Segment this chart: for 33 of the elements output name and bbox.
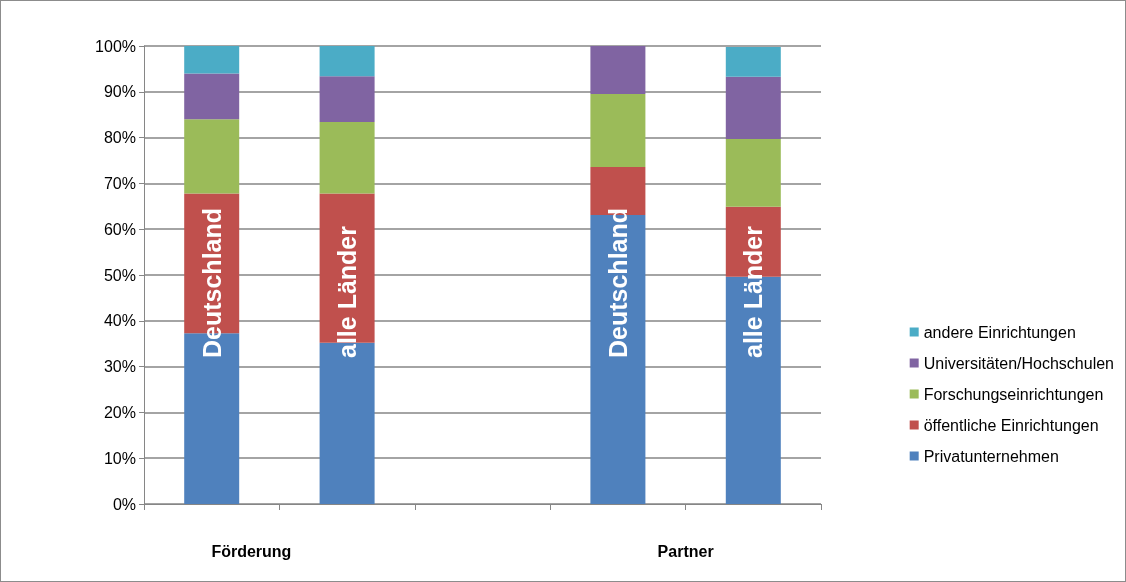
legend-label: Universitäten/Hochschulen bbox=[923, 354, 1115, 372]
bar bbox=[319, 76, 375, 123]
text: Partner bbox=[657, 542, 714, 560]
legend-label: andere Einrichtungen bbox=[923, 323, 1076, 341]
y-tick-label: 50% bbox=[103, 266, 136, 284]
text: Förderung bbox=[211, 542, 292, 560]
bar bbox=[725, 46, 781, 77]
x-tick-label: Deutschland bbox=[603, 207, 632, 358]
y-tick-label: 60% bbox=[103, 220, 136, 238]
y-tick-label: 30% bbox=[103, 358, 136, 376]
y-tick-label: 70% bbox=[103, 174, 136, 192]
bar bbox=[725, 138, 781, 207]
x-tick-label: alle Länder bbox=[739, 225, 768, 358]
legend-label: Forschungseinrichtungen bbox=[923, 385, 1104, 403]
bar bbox=[184, 46, 240, 74]
y-tick-label: 10% bbox=[103, 449, 136, 467]
x-tick-label: alle Länder bbox=[333, 225, 362, 358]
legend-label: öffentliche Einrichtungen bbox=[923, 416, 1099, 434]
y-tick-label: 20% bbox=[103, 403, 136, 421]
bar bbox=[590, 46, 646, 95]
y-tick-label: 0% bbox=[112, 495, 136, 513]
y-tick-label: 100% bbox=[95, 37, 136, 55]
y-tick-label: 40% bbox=[103, 312, 136, 330]
bar bbox=[184, 73, 240, 120]
bar bbox=[725, 76, 781, 139]
y-tick-label: 80% bbox=[103, 129, 136, 147]
bar bbox=[319, 46, 375, 77]
legend-label: Privatunternehmen bbox=[923, 447, 1059, 465]
bar bbox=[590, 94, 646, 167]
bar bbox=[319, 122, 375, 194]
y-tick-label: 90% bbox=[103, 83, 136, 101]
bar bbox=[184, 119, 240, 194]
x-tick-label: Deutschland bbox=[197, 207, 226, 358]
